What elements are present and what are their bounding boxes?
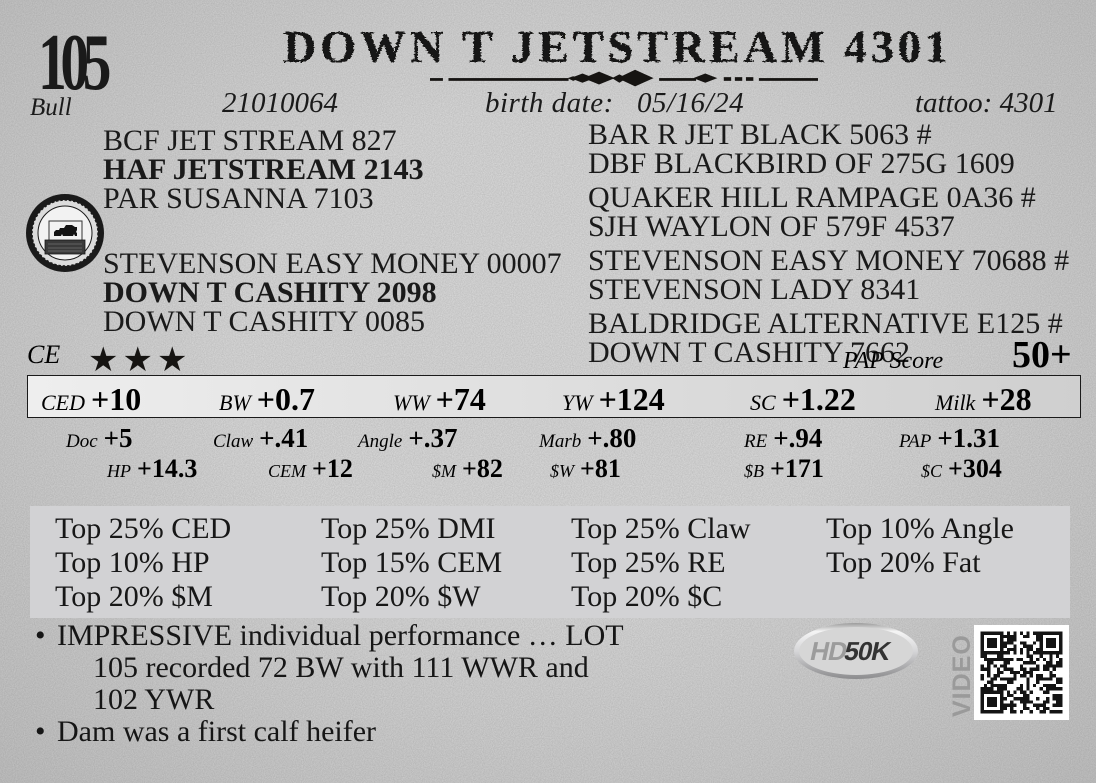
svg-text:50K: 50K [842, 636, 894, 666]
